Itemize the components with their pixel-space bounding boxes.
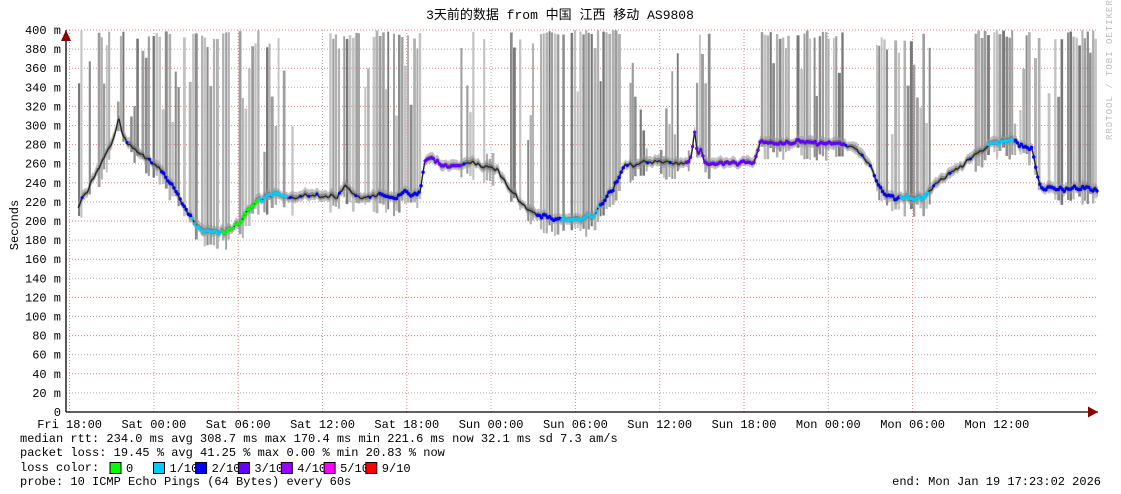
svg-text:Sat 06:00: Sat 06:00 [206, 418, 271, 432]
svg-text:9/10: 9/10 [382, 462, 411, 476]
svg-text:400 m: 400 m [25, 24, 61, 38]
svg-text:120 m: 120 m [25, 291, 61, 305]
svg-text:240 m: 240 m [25, 177, 61, 191]
svg-text:2/10: 2/10 [212, 462, 241, 476]
svg-text:20 m: 20 m [32, 387, 61, 401]
svg-text:0: 0 [126, 462, 133, 476]
svg-text:340 m: 340 m [25, 81, 61, 95]
svg-text:Seconds: Seconds [8, 200, 22, 250]
svg-text:1/10: 1/10 [170, 462, 199, 476]
svg-text:median rtt: 234.0 ms avg 308: median rtt: 234.0 ms avg 308.7 ms max 17… [20, 432, 618, 446]
svg-text:300 m: 300 m [25, 120, 61, 134]
svg-text:Sun 06:00: Sun 06:00 [543, 418, 608, 432]
svg-text:180 m: 180 m [25, 234, 61, 248]
svg-text:60 m: 60 m [32, 349, 61, 363]
svg-text:160 m: 160 m [25, 253, 61, 267]
svg-text:3/10: 3/10 [254, 462, 283, 476]
svg-text:Sun 18:00: Sun 18:00 [712, 418, 777, 432]
svg-text:3天前的数据 from 中国 江西 移动 AS9808: 3天前的数据 from 中国 江西 移动 AS9808 [426, 7, 694, 23]
svg-text:100 m: 100 m [25, 311, 61, 325]
svg-text:Sun 12:00: Sun 12:00 [627, 418, 692, 432]
svg-text:Sat 00:00: Sat 00:00 [121, 418, 186, 432]
svg-text:140 m: 140 m [25, 272, 61, 286]
svg-text:320 m: 320 m [25, 100, 61, 114]
svg-text:Sat 18:00: Sat 18:00 [374, 418, 439, 432]
svg-text:Sat 12:00: Sat 12:00 [290, 418, 355, 432]
svg-text:5/10: 5/10 [340, 462, 369, 476]
svg-text:4/10: 4/10 [297, 462, 326, 476]
svg-text:360 m: 360 m [25, 62, 61, 76]
svg-text:200 m: 200 m [25, 215, 61, 229]
svg-text:Fri 18:00: Fri 18:00 [37, 418, 102, 432]
svg-text:loss color:: loss color: [20, 461, 99, 475]
svg-text:380 m: 380 m [25, 43, 61, 57]
svg-text:RRDTOOL / TOBI OETIKER: RRDTOOL / TOBI OETIKER [1105, 0, 1115, 140]
svg-text:end: Mon Jan 19 17:23:02 2026: end: Mon Jan 19 17:23:02 2026 [892, 475, 1101, 489]
svg-text:Mon 12:00: Mon 12:00 [964, 418, 1029, 432]
svg-text:220 m: 220 m [25, 196, 61, 210]
svg-text:Mon 00:00: Mon 00:00 [796, 418, 861, 432]
svg-text:Mon 06:00: Mon 06:00 [880, 418, 945, 432]
svg-text:80 m: 80 m [32, 330, 61, 344]
svg-text:packet loss: 19.45 % avg 41.2: packet loss: 19.45 % avg 41.25 % max 0.0… [20, 446, 446, 460]
svg-text:Sun 00:00: Sun 00:00 [459, 418, 524, 432]
svg-text:280 m: 280 m [25, 139, 61, 153]
svg-text:40 m: 40 m [32, 368, 61, 382]
svg-text:probe: 10 ICMP Echo Ping: probe: 10 ICMP Echo Pings (64 Bytes) eve… [20, 475, 351, 489]
svg-text:260 m: 260 m [25, 158, 61, 172]
